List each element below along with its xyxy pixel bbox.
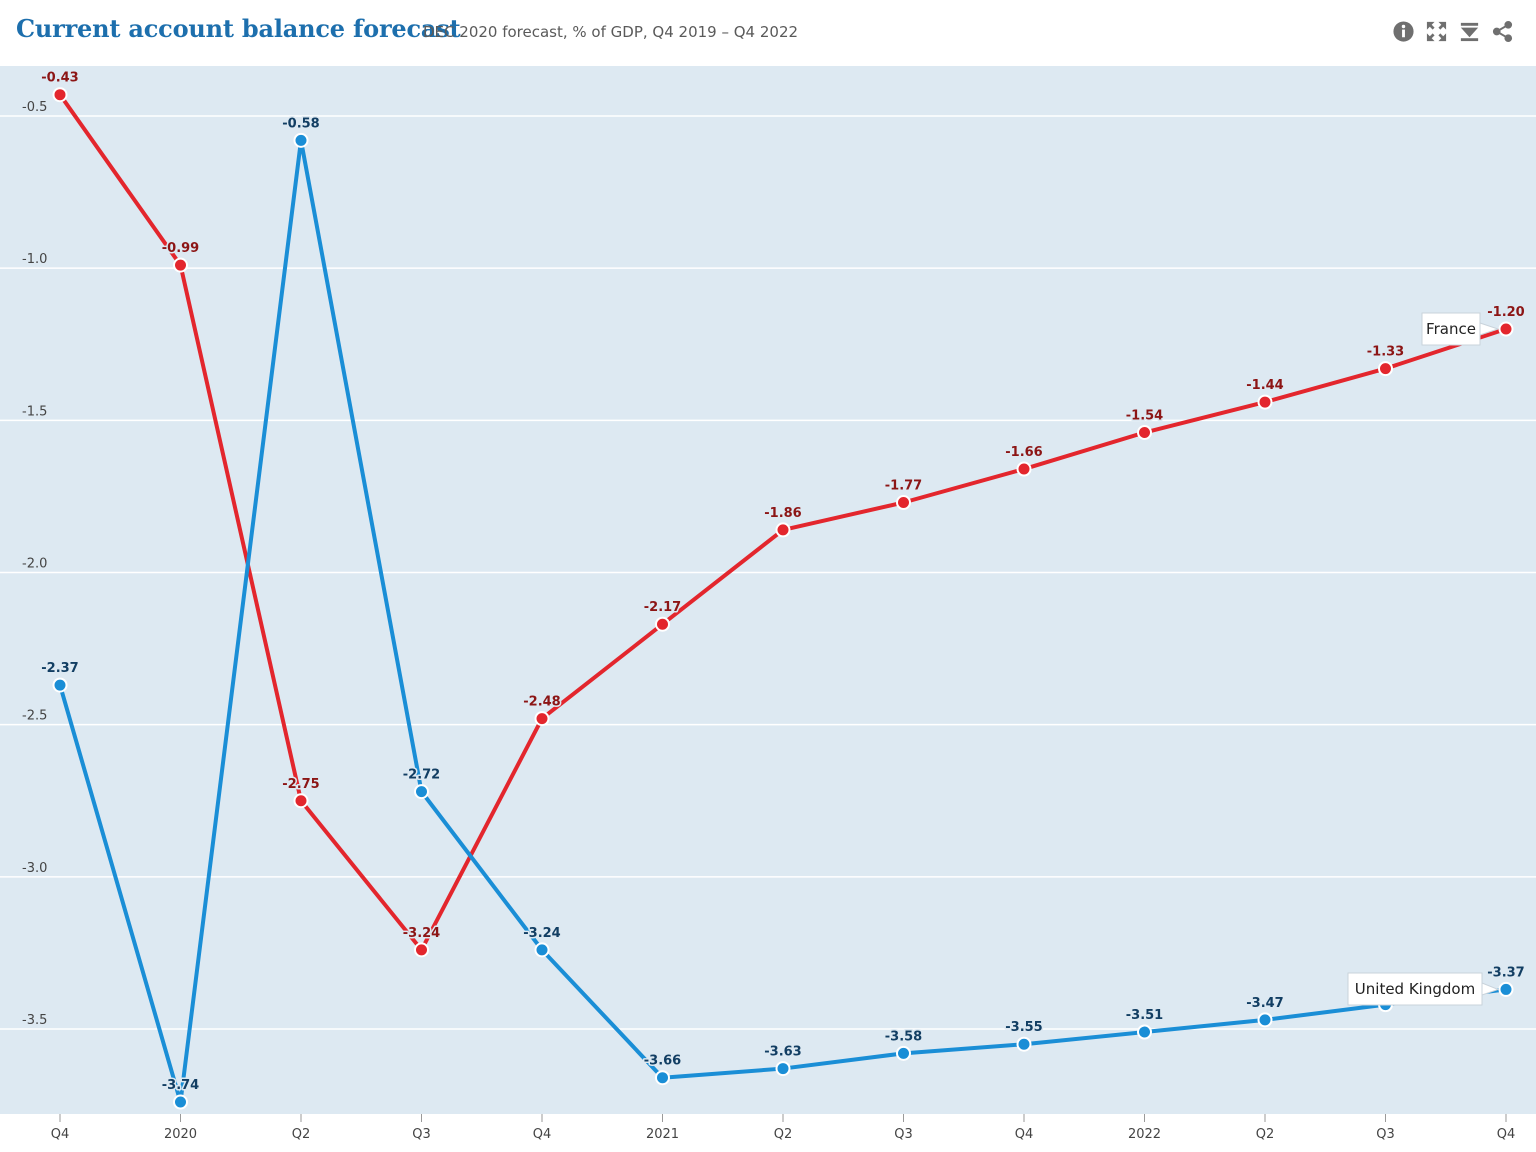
data-label-united-kingdom: -3.58 <box>885 1029 922 1044</box>
data-label-france: -0.43 <box>41 71 78 86</box>
share-button[interactable] <box>1491 20 1514 43</box>
data-label-france: -3.24 <box>403 926 440 941</box>
y-tick-label: -1.5 <box>22 404 47 419</box>
legend-france-box <box>1421 312 1481 346</box>
data-label-united-kingdom: -3.74 <box>162 1078 199 1093</box>
y-tick-label: -3.5 <box>22 1013 47 1028</box>
data-point-france <box>293 793 309 809</box>
download-icon <box>1460 22 1479 42</box>
data-label-france: -2.48 <box>523 695 560 710</box>
data-label-united-kingdom: -3.55 <box>1005 1020 1042 1035</box>
data-point-united-kingdom <box>1016 1036 1032 1052</box>
data-point-france <box>1016 461 1032 477</box>
data-point-france <box>1378 361 1393 377</box>
data-label-france: -2.17 <box>644 600 681 615</box>
legend-france-label: France <box>1426 320 1476 338</box>
x-tick-label: Q4 <box>533 1127 552 1142</box>
data-point-united-kingdom <box>1498 981 1514 997</box>
data-point-united-kingdom <box>173 1094 188 1110</box>
chart-toolbar <box>1392 20 1514 43</box>
data-label-united-kingdom: -0.58 <box>282 116 319 131</box>
data-point-france <box>1257 394 1273 410</box>
data-label-france: -1.66 <box>1005 445 1042 460</box>
legend-united-kingdom-group: United Kingdom <box>1347 972 1500 1006</box>
x-tick-label: Q3 <box>894 1127 913 1142</box>
data-label-france: -1.54 <box>1126 409 1163 424</box>
legend-united-kingdom-box <box>1347 972 1483 1006</box>
y-tick-label: -0.5 <box>22 100 47 115</box>
data-point-france <box>1137 425 1152 441</box>
x-tick-label: 2020 <box>164 1127 197 1142</box>
expand-icon <box>1426 21 1447 42</box>
x-tick-label: Q2 <box>292 1127 311 1142</box>
chart-header: Current account balance forecast DEC 202… <box>0 0 1536 66</box>
data-label-france: -1.44 <box>1246 378 1283 393</box>
data-point-france <box>655 616 670 632</box>
data-point-united-kingdom <box>1137 1024 1152 1040</box>
x-tick-label: Q4 <box>1497 1127 1516 1142</box>
data-label-united-kingdom: -3.47 <box>1246 996 1283 1011</box>
x-tick-label: Q3 <box>1376 1127 1395 1142</box>
data-point-france <box>173 257 188 273</box>
x-tick-label: 2022 <box>1128 1127 1161 1142</box>
chart-subtitle: DEC 2020 forecast, % of GDP, Q4 2019 – Q… <box>423 23 799 41</box>
data-point-france <box>896 495 911 511</box>
data-point-united-kingdom <box>896 1045 911 1061</box>
x-tick-label: Q2 <box>1256 1127 1275 1142</box>
data-label-united-kingdom: -2.37 <box>41 661 78 676</box>
data-point-united-kingdom <box>1257 1012 1273 1028</box>
data-point-united-kingdom <box>293 132 309 148</box>
data-point-france <box>534 711 550 727</box>
x-tick-label: 2021 <box>646 1127 679 1142</box>
x-tick-label: Q4 <box>1015 1127 1034 1142</box>
data-label-united-kingdom: -3.63 <box>764 1045 801 1060</box>
x-tick-label: Q2 <box>774 1127 793 1142</box>
y-tick-label: -3.0 <box>22 861 47 876</box>
data-point-united-kingdom <box>52 677 68 693</box>
data-point-united-kingdom <box>414 784 429 800</box>
data-point-france <box>52 87 68 103</box>
data-point-france <box>414 942 429 958</box>
chart-title: Current account balance forecast <box>16 14 461 43</box>
y-tick-label: -2.5 <box>22 709 47 724</box>
data-label-united-kingdom: -3.24 <box>523 926 560 941</box>
info-icon <box>1393 21 1414 42</box>
x-tick-label: Q3 <box>412 1127 431 1142</box>
data-label-united-kingdom: -3.66 <box>644 1054 681 1069</box>
data-point-france <box>775 522 791 538</box>
x-tick-label: Q4 <box>51 1127 70 1142</box>
data-label-france: -2.75 <box>282 777 319 792</box>
data-label-france: -1.77 <box>885 479 922 494</box>
data-label-france: -0.99 <box>162 241 199 256</box>
info-button[interactable] <box>1392 20 1415 43</box>
share-icon <box>1492 20 1513 43</box>
data-label-france: -1.20 <box>1487 305 1524 320</box>
y-tick-label: -1.0 <box>22 252 47 267</box>
legend-united-kingdom-label: United Kingdom <box>1355 980 1475 998</box>
data-label-united-kingdom: -2.72 <box>403 768 440 783</box>
data-point-united-kingdom <box>655 1070 670 1086</box>
y-tick-label: -2.0 <box>22 557 47 572</box>
expand-button[interactable] <box>1425 20 1448 43</box>
plot-background <box>0 66 1536 1114</box>
download-button[interactable] <box>1458 20 1481 43</box>
data-point-france <box>1498 321 1514 337</box>
data-label-united-kingdom: -3.37 <box>1487 965 1524 980</box>
data-point-united-kingdom <box>534 942 550 958</box>
data-point-united-kingdom <box>775 1061 791 1077</box>
data-label-france: -1.86 <box>764 506 801 521</box>
data-label-united-kingdom: -3.51 <box>1126 1008 1163 1023</box>
legend-france-group: France <box>1421 312 1500 346</box>
data-label-france: -1.33 <box>1367 345 1404 360</box>
